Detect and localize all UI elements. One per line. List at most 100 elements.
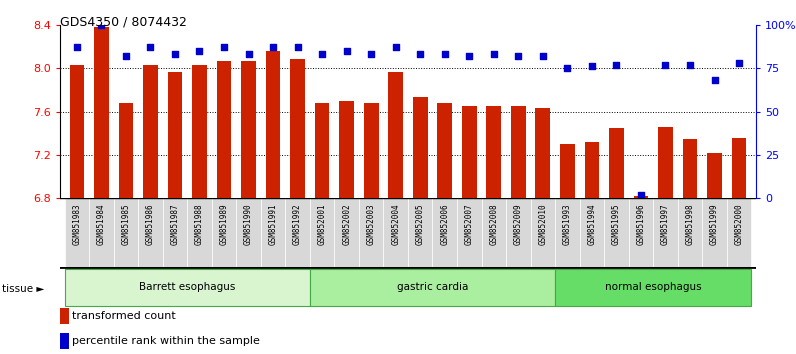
- Text: GSM852008: GSM852008: [490, 204, 498, 245]
- FancyBboxPatch shape: [408, 198, 432, 267]
- Bar: [584, 142, 599, 198]
- FancyBboxPatch shape: [187, 198, 212, 267]
- Point: [169, 51, 181, 57]
- Bar: [291, 59, 305, 198]
- Bar: [560, 144, 575, 198]
- Text: GSM851996: GSM851996: [637, 204, 646, 245]
- FancyBboxPatch shape: [457, 198, 482, 267]
- Point: [684, 62, 696, 68]
- FancyBboxPatch shape: [285, 198, 310, 267]
- Bar: [609, 128, 624, 198]
- Point: [389, 45, 402, 50]
- Text: GSM851991: GSM851991: [268, 204, 278, 245]
- Point: [95, 22, 107, 28]
- Text: GSM852004: GSM852004: [391, 204, 400, 245]
- Point: [119, 53, 132, 59]
- Text: GSM852000: GSM852000: [735, 204, 743, 245]
- Text: GSM851986: GSM851986: [146, 204, 155, 245]
- FancyBboxPatch shape: [310, 198, 334, 267]
- FancyBboxPatch shape: [604, 198, 629, 267]
- Text: GSM852007: GSM852007: [465, 204, 474, 245]
- Point: [316, 51, 329, 57]
- Point: [732, 60, 745, 66]
- Point: [610, 62, 622, 68]
- Bar: [119, 103, 133, 198]
- Point: [414, 51, 427, 57]
- FancyBboxPatch shape: [212, 198, 236, 267]
- Text: gastric cardia: gastric cardia: [396, 282, 468, 292]
- Text: GSM851992: GSM851992: [293, 204, 302, 245]
- Text: GSM851989: GSM851989: [220, 204, 228, 245]
- Text: GSM852009: GSM852009: [513, 204, 523, 245]
- FancyBboxPatch shape: [531, 198, 555, 267]
- Text: GSM851993: GSM851993: [563, 204, 572, 245]
- Text: tissue ►: tissue ►: [2, 284, 44, 293]
- Text: GSM852010: GSM852010: [538, 204, 548, 245]
- FancyBboxPatch shape: [727, 198, 751, 267]
- FancyBboxPatch shape: [482, 198, 506, 267]
- FancyBboxPatch shape: [384, 198, 408, 267]
- Point: [291, 45, 304, 50]
- Bar: [683, 139, 697, 198]
- Text: GSM851999: GSM851999: [710, 204, 719, 245]
- Text: GSM851995: GSM851995: [612, 204, 621, 245]
- Bar: [511, 106, 525, 198]
- Text: percentile rank within the sample: percentile rank within the sample: [72, 336, 260, 346]
- Text: GSM851997: GSM851997: [661, 204, 670, 245]
- Point: [708, 78, 721, 83]
- Point: [439, 51, 451, 57]
- Point: [634, 192, 647, 198]
- Bar: [314, 103, 330, 198]
- FancyBboxPatch shape: [506, 198, 531, 267]
- Bar: [241, 61, 256, 198]
- Point: [193, 48, 206, 53]
- Point: [586, 64, 599, 69]
- Text: GSM851994: GSM851994: [587, 204, 596, 245]
- FancyBboxPatch shape: [64, 269, 310, 306]
- FancyBboxPatch shape: [654, 198, 677, 267]
- Text: GSM852002: GSM852002: [342, 204, 351, 245]
- Bar: [732, 137, 747, 198]
- Text: GSM852001: GSM852001: [318, 204, 326, 245]
- Text: GDS4350 / 8074432: GDS4350 / 8074432: [60, 16, 186, 29]
- FancyBboxPatch shape: [236, 198, 261, 267]
- Bar: [388, 73, 403, 198]
- Bar: [536, 108, 550, 198]
- Bar: [437, 103, 452, 198]
- Bar: [364, 103, 379, 198]
- Text: GSM851990: GSM851990: [244, 204, 253, 245]
- Bar: [69, 65, 84, 198]
- Bar: [168, 73, 182, 198]
- Text: GSM851984: GSM851984: [97, 204, 106, 245]
- Point: [487, 51, 500, 57]
- Bar: [217, 61, 232, 198]
- FancyBboxPatch shape: [261, 198, 285, 267]
- Point: [659, 62, 672, 68]
- Text: Barrett esophagus: Barrett esophagus: [139, 282, 236, 292]
- Point: [71, 45, 84, 50]
- Text: normal esophagus: normal esophagus: [605, 282, 701, 292]
- Bar: [94, 27, 109, 198]
- Point: [340, 48, 353, 53]
- FancyBboxPatch shape: [359, 198, 384, 267]
- Text: GSM851985: GSM851985: [122, 204, 131, 245]
- Text: transformed count: transformed count: [72, 311, 176, 321]
- Point: [267, 45, 279, 50]
- FancyBboxPatch shape: [555, 269, 751, 306]
- Text: GSM851998: GSM851998: [685, 204, 694, 245]
- FancyBboxPatch shape: [139, 198, 162, 267]
- Text: GSM852003: GSM852003: [367, 204, 376, 245]
- FancyBboxPatch shape: [310, 269, 555, 306]
- Bar: [143, 65, 158, 198]
- Bar: [462, 106, 477, 198]
- FancyBboxPatch shape: [579, 198, 604, 267]
- Point: [217, 45, 230, 50]
- Point: [537, 53, 549, 59]
- Point: [144, 45, 157, 50]
- Bar: [707, 153, 722, 198]
- Text: GSM852005: GSM852005: [416, 204, 425, 245]
- Bar: [266, 51, 280, 198]
- Bar: [486, 106, 501, 198]
- Text: GSM852006: GSM852006: [440, 204, 449, 245]
- FancyBboxPatch shape: [114, 198, 139, 267]
